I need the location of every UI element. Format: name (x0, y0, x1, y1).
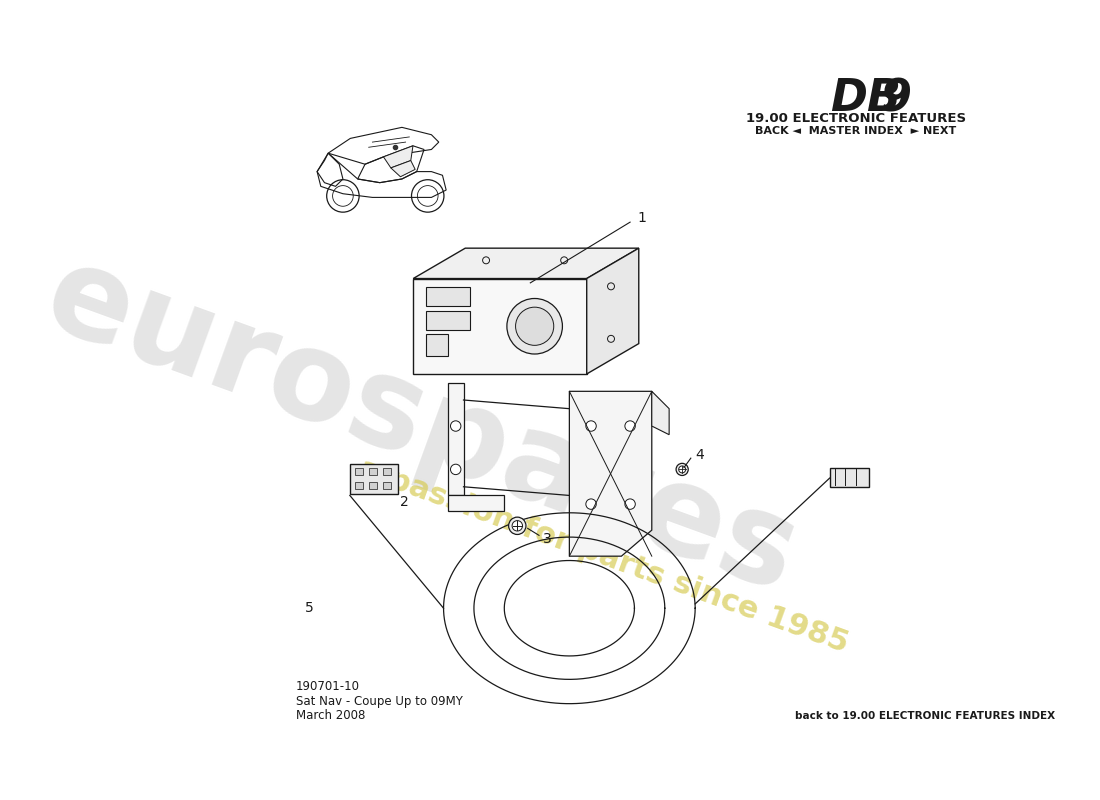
Bar (355, 468, 363, 475)
Polygon shape (448, 495, 504, 511)
Circle shape (586, 421, 596, 431)
Bar (383, 482, 390, 490)
Bar (368, 468, 376, 475)
Polygon shape (586, 248, 639, 374)
Bar (368, 482, 376, 490)
Bar (426, 287, 470, 306)
Text: BACK ◄  MASTER INDEX  ► NEXT: BACK ◄ MASTER INDEX ► NEXT (755, 126, 956, 136)
Bar (426, 310, 470, 330)
Text: a passion for parts since 1985: a passion for parts since 1985 (355, 454, 852, 658)
Text: DB: DB (829, 78, 901, 120)
Bar (829, 468, 869, 486)
Bar (355, 482, 363, 490)
Bar (350, 464, 397, 494)
Circle shape (513, 521, 522, 531)
Polygon shape (414, 278, 586, 374)
Text: Sat Nav - Coupe Up to 09MY: Sat Nav - Coupe Up to 09MY (296, 694, 463, 707)
Polygon shape (384, 146, 412, 168)
Circle shape (516, 307, 553, 346)
Polygon shape (652, 391, 669, 434)
Text: 3: 3 (543, 532, 552, 546)
Text: 4: 4 (695, 448, 704, 462)
Text: 190701-10: 190701-10 (296, 680, 360, 693)
Polygon shape (414, 248, 639, 278)
Polygon shape (390, 161, 415, 177)
Polygon shape (448, 382, 463, 495)
Text: March 2008: March 2008 (296, 710, 365, 722)
Circle shape (586, 499, 596, 510)
Bar (383, 468, 390, 475)
Circle shape (676, 463, 689, 475)
Text: 5: 5 (305, 602, 314, 615)
Text: 19.00 ELECTRONIC FEATURES: 19.00 ELECTRONIC FEATURES (746, 112, 966, 125)
Text: 1: 1 (637, 210, 646, 225)
Circle shape (507, 298, 562, 354)
Circle shape (625, 421, 636, 431)
Text: back to 19.00 ELECTRONIC FEATURES INDEX: back to 19.00 ELECTRONIC FEATURES INDEX (795, 711, 1055, 721)
Bar (426, 334, 448, 356)
Text: 2: 2 (400, 495, 409, 510)
Circle shape (451, 464, 461, 474)
Text: 9: 9 (880, 78, 911, 120)
Circle shape (679, 466, 685, 473)
Circle shape (451, 421, 461, 431)
Polygon shape (570, 391, 652, 556)
Text: eurospares: eurospares (30, 234, 814, 618)
Circle shape (625, 499, 636, 510)
Circle shape (508, 517, 526, 534)
